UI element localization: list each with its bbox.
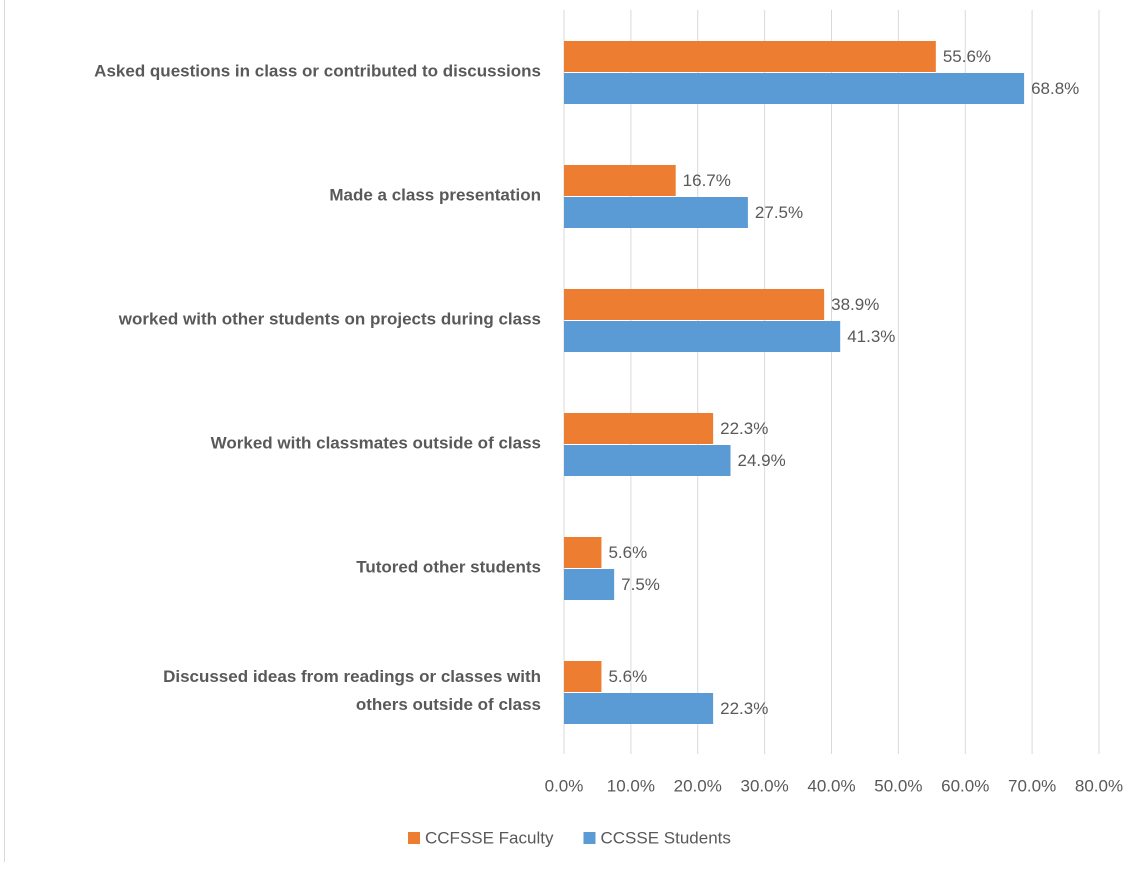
bar <box>564 537 602 568</box>
x-tick-label: 30.0% <box>741 776 789 795</box>
data-label: 55.6% <box>943 47 991 66</box>
data-label: 27.5% <box>755 203 803 222</box>
legend-swatch <box>408 832 420 844</box>
legend-swatch <box>583 832 596 844</box>
data-label: 38.9% <box>831 295 879 314</box>
bar <box>564 197 748 228</box>
x-tick-label: 0.0% <box>545 776 584 795</box>
data-label: 22.3% <box>720 419 768 438</box>
x-tick-label: 80.0% <box>1075 776 1123 795</box>
category-label: Tutored other students <box>356 557 541 576</box>
category-label: Made a class presentation <box>329 185 541 204</box>
x-tick-label: 70.0% <box>1008 776 1056 795</box>
bar <box>564 41 936 72</box>
data-label: 41.3% <box>847 327 895 346</box>
x-tick-label: 40.0% <box>807 776 855 795</box>
category-label: worked with other students on projects d… <box>118 309 541 328</box>
data-label: 68.8% <box>1031 79 1079 98</box>
bar <box>564 73 1025 104</box>
data-label: 5.6% <box>608 543 647 562</box>
bar <box>564 165 676 196</box>
bar <box>564 661 602 692</box>
bar <box>564 693 714 724</box>
x-tick-label: 50.0% <box>874 776 922 795</box>
data-label: 24.9% <box>738 451 786 470</box>
bar <box>564 289 825 320</box>
bar <box>564 321 841 352</box>
x-tick-label: 60.0% <box>941 776 989 795</box>
category-label: Asked questions in class or contributed … <box>94 61 541 80</box>
category-label: Discussed ideas from readings or classes… <box>163 667 541 714</box>
data-label: 16.7% <box>683 171 731 190</box>
bar <box>564 445 731 476</box>
bar <box>564 413 714 444</box>
x-tick-label: 10.0% <box>607 776 655 795</box>
x-tick-label: 20.0% <box>674 776 722 795</box>
data-label: 7.5% <box>621 575 660 594</box>
category-label: Worked with classmates outside of class <box>211 433 541 452</box>
data-label: 5.6% <box>608 667 647 686</box>
legend-label: CCFSSE Faculty <box>425 828 554 847</box>
legend-label: CCSSE Students <box>600 828 730 847</box>
bar <box>564 569 615 600</box>
data-label: 22.3% <box>720 699 768 718</box>
